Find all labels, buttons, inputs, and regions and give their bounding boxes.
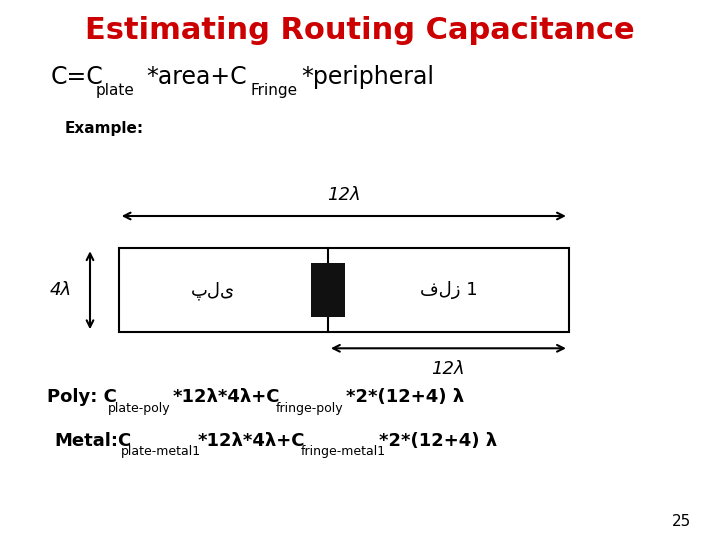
- Text: plate: plate: [96, 83, 135, 98]
- Text: fringe-poly: fringe-poly: [276, 402, 343, 415]
- Text: Estimating Routing Capacitance: Estimating Routing Capacitance: [85, 16, 635, 45]
- Text: 12λ: 12λ: [431, 360, 465, 378]
- Text: fringe-metal1: fringe-metal1: [301, 445, 386, 458]
- Text: 12λ: 12λ: [327, 186, 361, 204]
- Text: *2*(12+4) λ: *2*(12+4) λ: [379, 431, 498, 449]
- Text: plate-metal1: plate-metal1: [121, 445, 201, 458]
- Text: *12λ*4λ+C: *12λ*4λ+C: [198, 431, 305, 449]
- Text: Example:: Example:: [65, 122, 144, 137]
- Text: پلی: پلی: [191, 281, 235, 300]
- Text: 25: 25: [672, 514, 691, 529]
- Text: *peripheral: *peripheral: [301, 65, 434, 89]
- Text: *area+C: *area+C: [146, 65, 247, 89]
- Text: plate-poly: plate-poly: [108, 402, 171, 415]
- Bar: [119, 248, 569, 332]
- Text: Poly: C: Poly: C: [47, 388, 117, 406]
- Text: C=C: C=C: [50, 65, 103, 89]
- Text: *2*(12+4) λ: *2*(12+4) λ: [346, 388, 464, 406]
- Text: Fringe: Fringe: [251, 83, 297, 98]
- Text: Metal:C: Metal:C: [54, 431, 131, 449]
- Text: 4λ: 4λ: [50, 281, 72, 299]
- Text: *12λ*4λ+C: *12λ*4λ+C: [173, 388, 280, 406]
- Bar: [311, 263, 345, 318]
- Text: فلز 1: فلز 1: [420, 281, 477, 299]
